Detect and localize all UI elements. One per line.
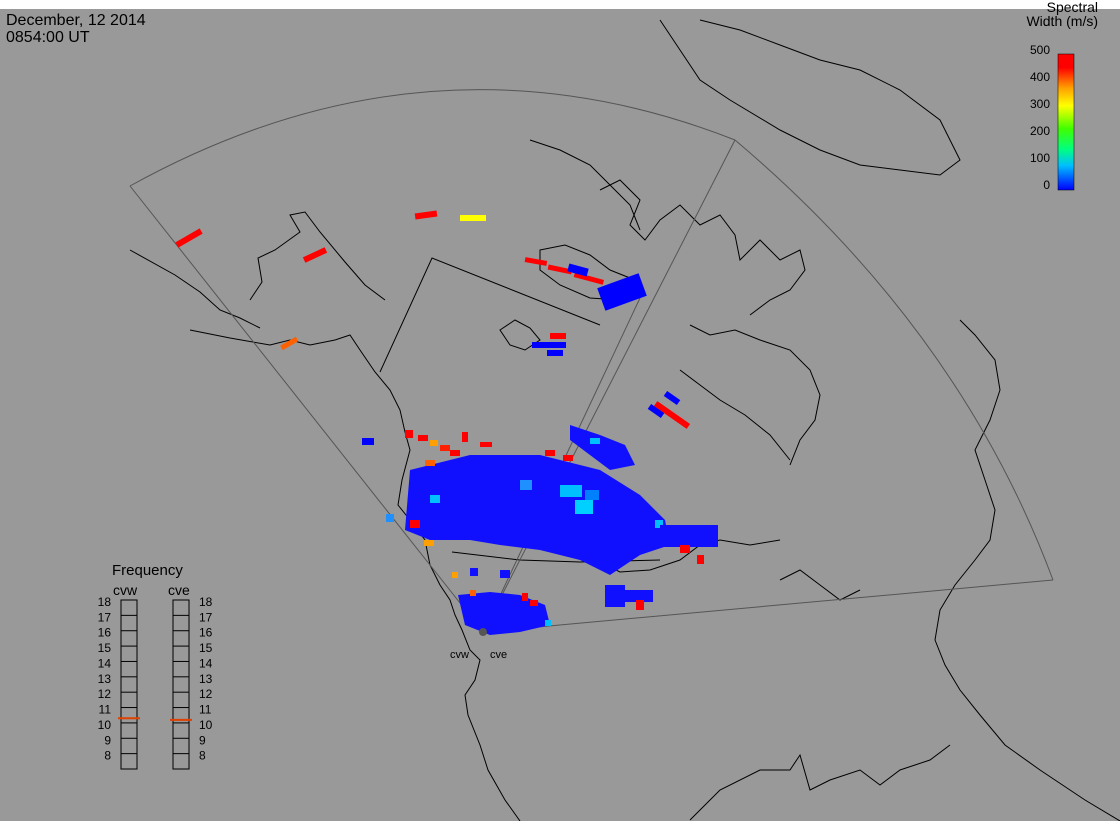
radar-sites: cvw cve bbox=[450, 628, 507, 661]
frequency-tick-right: 12 bbox=[199, 687, 213, 701]
frequency-tick-right: 17 bbox=[199, 610, 213, 624]
frequency-tick-right: 8 bbox=[199, 749, 206, 763]
frequency-title: Frequency bbox=[112, 562, 183, 579]
frequency-tick-right: 10 bbox=[199, 718, 213, 732]
frequency-tick-left: 13 bbox=[98, 672, 112, 686]
time-label: 0854:00 UT bbox=[6, 29, 90, 46]
frequency-tick-left: 14 bbox=[98, 656, 112, 670]
echo-cells-main bbox=[386, 425, 718, 610]
frequency-tick-right: 13 bbox=[199, 672, 213, 686]
frequency-cvw-label: cvw bbox=[113, 582, 138, 598]
frequency-tick-right: 15 bbox=[199, 641, 213, 655]
frequency-tick-right: 11 bbox=[199, 703, 212, 717]
coastlines bbox=[129, 19, 1120, 821]
colorbar-tick-label: 100 bbox=[1030, 151, 1050, 165]
frequency-tick-right: 14 bbox=[199, 656, 213, 670]
colorbar-tick-label: 200 bbox=[1030, 124, 1050, 138]
colorbar-title-line1: Spectral bbox=[1047, 0, 1098, 15]
colorbar-tick-label: 400 bbox=[1030, 70, 1050, 84]
colorbar-gradient bbox=[1057, 53, 1075, 191]
frequency-cve-label: cve bbox=[168, 582, 190, 598]
frequency-cve-bar bbox=[172, 599, 190, 770]
frequency-tick-left: 12 bbox=[98, 687, 112, 701]
echo-cells-far bbox=[175, 210, 691, 461]
frequency-tick-right: 18 bbox=[199, 595, 213, 609]
frequency-tick-left: 18 bbox=[98, 595, 112, 609]
radar-label-cve: cve bbox=[490, 649, 507, 661]
radar-label-cvw: cvw bbox=[450, 649, 469, 661]
frequency-tick-left: 11 bbox=[99, 703, 112, 717]
frequency-tick-right: 9 bbox=[199, 733, 206, 747]
frequency-cvw-bar bbox=[120, 599, 138, 770]
top-strip bbox=[0, 0, 1120, 9]
frequency-tick-left: 8 bbox=[104, 749, 111, 763]
frequency-tick-left: 10 bbox=[98, 718, 112, 732]
colorbar-tick-label: 300 bbox=[1030, 97, 1050, 111]
frequency-tick-left: 15 bbox=[98, 641, 112, 655]
frequency-tick-left: 9 bbox=[104, 733, 111, 747]
radar-fov-outline bbox=[129, 89, 1054, 633]
echo-cells-near bbox=[458, 568, 551, 635]
frequency-tick-left: 17 bbox=[98, 610, 112, 624]
colorbar-tick-label: 500 bbox=[1030, 43, 1050, 57]
date-label: December, 12 2014 bbox=[6, 12, 146, 29]
colorbar-title-line2: Width (m/s) bbox=[1026, 13, 1098, 29]
frequency-tick-right: 16 bbox=[199, 626, 213, 640]
frequency-tick-left: 16 bbox=[98, 626, 112, 640]
colorbar-tick-label: 0 bbox=[1043, 178, 1050, 192]
colorbar: Spectral Width (m/s) 500 400 300 200 100 0 bbox=[1026, 0, 1098, 192]
